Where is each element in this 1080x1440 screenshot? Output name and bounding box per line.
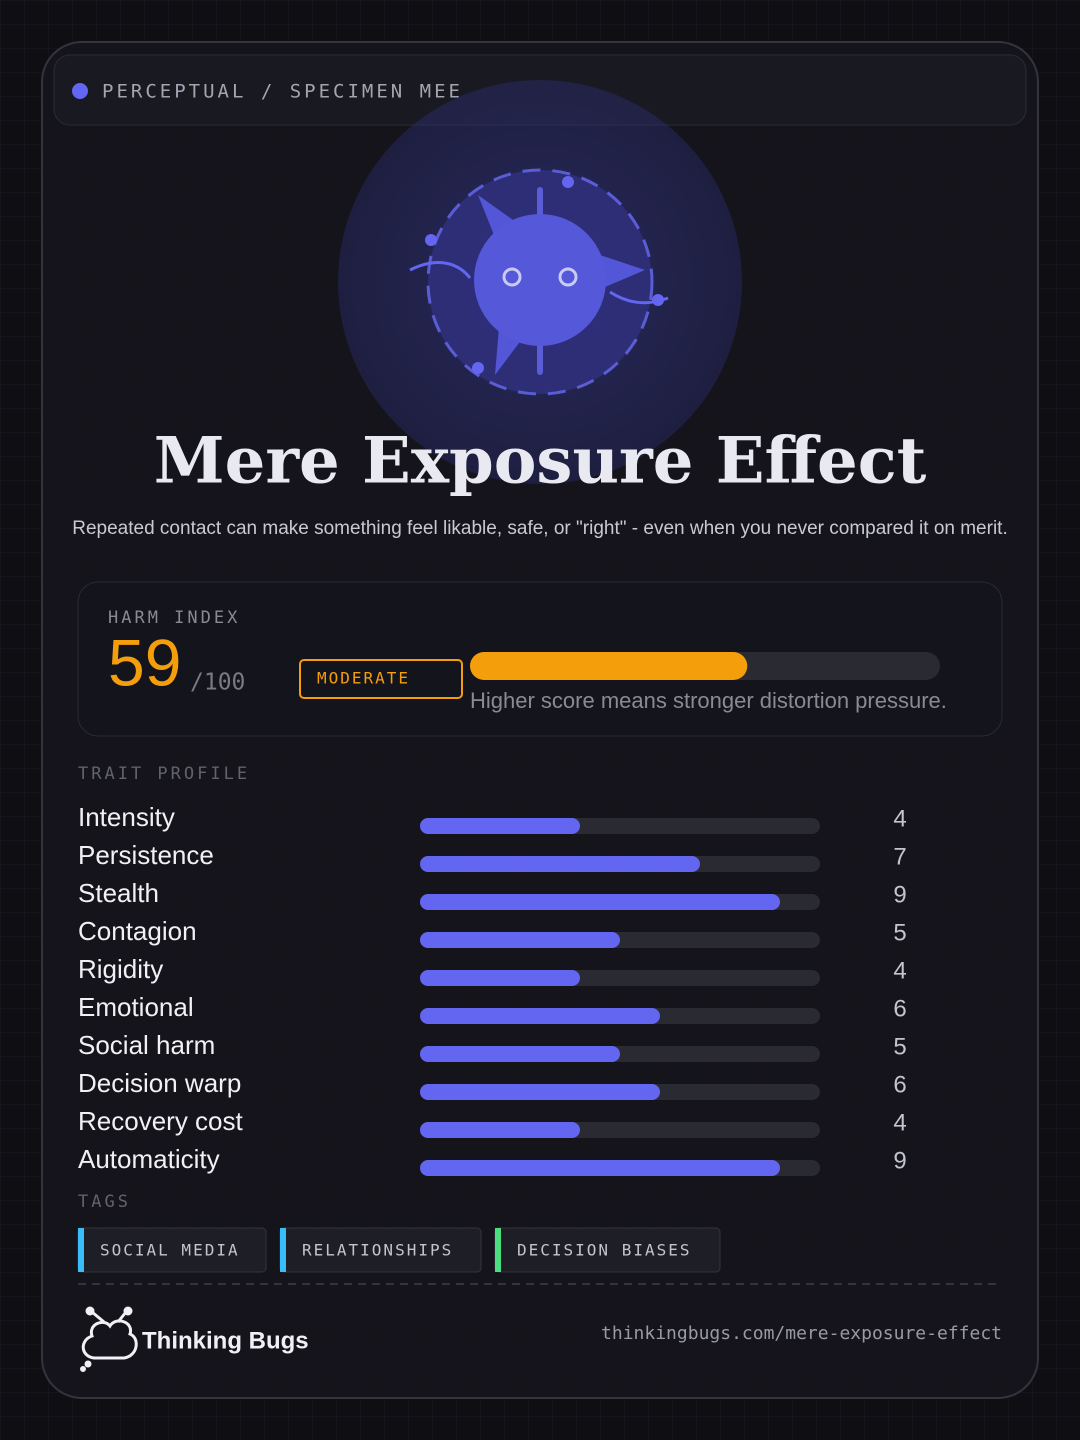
- trait-value: 5: [893, 1033, 906, 1060]
- tag-label: RELATIONSHIPS: [302, 1241, 453, 1260]
- brand-logo: [80, 1306, 138, 1372]
- tags-heading: TAGS: [78, 1192, 131, 1212]
- trait-name: Intensity: [78, 802, 175, 832]
- trait-value: 4: [893, 1109, 906, 1136]
- trait-value: 9: [893, 881, 906, 908]
- trait-bar: [420, 1084, 660, 1100]
- title: Mere Exposure Effect: [154, 424, 927, 499]
- trait-bar: [420, 1160, 780, 1176]
- harm-max: /100: [190, 670, 245, 696]
- bug-illustration: [338, 80, 742, 484]
- trait-value: 9: [893, 1147, 906, 1174]
- trait-bar: [420, 856, 700, 872]
- trait-name: Persistence: [78, 840, 214, 870]
- trait-name: Social harm: [78, 1030, 215, 1060]
- trait-bar: [420, 818, 580, 834]
- brand-name: Thinking Bugs: [142, 1327, 309, 1354]
- trait-name: Automaticity: [78, 1144, 220, 1174]
- traits-heading: TRAIT PROFILE: [78, 764, 250, 784]
- footer-url: thinkingbugs.com/mere-exposure-effect: [601, 1323, 1002, 1344]
- tag-label: DECISION BIASES: [517, 1241, 692, 1260]
- trait-name: Stealth: [78, 878, 159, 908]
- trait-value: 7: [893, 843, 906, 870]
- trait-name: Emotional: [78, 992, 194, 1022]
- trait-value: 4: [893, 957, 906, 984]
- trait-name: Rigidity: [78, 954, 163, 984]
- trait-bar: [420, 1122, 580, 1138]
- tag-accent: [280, 1228, 286, 1272]
- tag-label: SOCIAL MEDIA: [100, 1241, 240, 1260]
- harm-level-badge: [299, 659, 463, 699]
- header-category: PERCEPTUAL / SPECIMEN MEE: [102, 81, 463, 103]
- harm-score: 59: [108, 625, 181, 699]
- tag-accent: [495, 1228, 501, 1272]
- harm-level: MODERATE: [317, 669, 410, 688]
- harm-bar: [470, 652, 748, 680]
- header-dot: [72, 83, 88, 99]
- tag-accent: [78, 1228, 84, 1272]
- trait-value: 6: [893, 1071, 906, 1098]
- trait-name: Contagion: [78, 916, 197, 946]
- harm-label: HARM INDEX: [108, 608, 240, 628]
- trait-name: Recovery cost: [78, 1106, 243, 1136]
- trait-bar: [420, 894, 780, 910]
- trait-value: 6: [893, 995, 906, 1022]
- trait-value: 5: [893, 919, 906, 946]
- trait-value: 4: [893, 805, 906, 832]
- subtitle: Repeated contact can make something feel…: [72, 518, 1007, 539]
- harm-note: Higher score means stronger distortion p…: [470, 688, 947, 713]
- trait-bar: [420, 970, 580, 986]
- trait-bar: [420, 932, 620, 948]
- trait-bar: [420, 1008, 660, 1024]
- trait-bar: [420, 1046, 620, 1062]
- trait-name: Decision warp: [78, 1068, 241, 1098]
